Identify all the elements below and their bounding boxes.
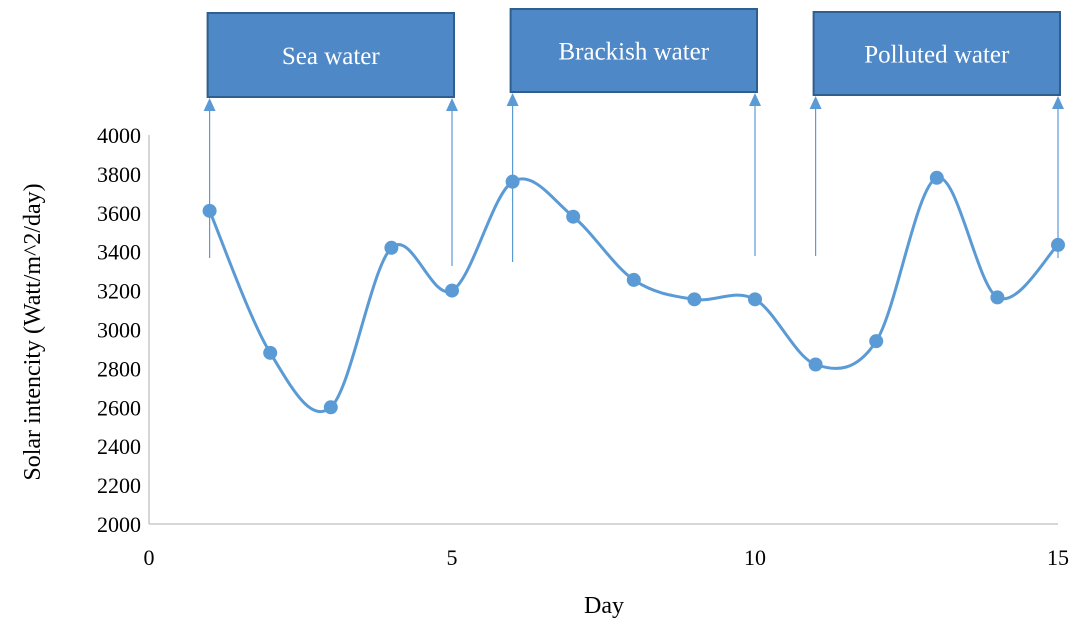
- data-point: [263, 345, 278, 360]
- annotation-arrow-head: [1052, 96, 1064, 109]
- x-tick-label: 10: [744, 545, 766, 570]
- data-point: [687, 292, 702, 307]
- y-tick-label: 3400: [97, 240, 141, 265]
- y-tick-label: 2400: [97, 434, 141, 459]
- y-tick-label: 2000: [97, 512, 141, 537]
- data-point: [808, 357, 823, 372]
- annotation-box-label: Brackish water: [558, 39, 709, 66]
- annotation-arrow-head: [446, 98, 458, 111]
- y-tick-label: 3800: [97, 162, 141, 187]
- annotation-arrow-head: [203, 98, 216, 111]
- data-point: [990, 290, 1005, 305]
- annotation-box-label: Sea water: [282, 43, 381, 70]
- axes: [148, 135, 1058, 525]
- data-point: [748, 292, 762, 307]
- data-point: [202, 203, 217, 218]
- y-tick-label: 3200: [97, 279, 141, 304]
- y-tick-label: 2600: [97, 395, 141, 420]
- y-tick-label: 2800: [97, 356, 141, 381]
- annotation-arrow-head: [506, 93, 519, 106]
- series-line: [208, 176, 1060, 414]
- x-axis-title: Day: [584, 593, 624, 619]
- data-point: [445, 283, 459, 298]
- x-tick-label: 0: [144, 545, 155, 570]
- y-tick-label: 2200: [97, 473, 141, 498]
- annotation-boxes: Sea water Brackish water Polluted water: [206, 8, 1061, 98]
- data-point: [323, 400, 338, 415]
- x-tick-labels: 0 5 10 15: [144, 545, 1070, 570]
- annotation-box: [206, 12, 455, 98]
- data-point: [626, 272, 641, 287]
- y-tick-label: 4000: [97, 123, 141, 148]
- annotation-box: [509, 8, 758, 93]
- y-axis-title: Solar intencity (Watt/m^2/day): [20, 183, 46, 480]
- annotation-arrow-head: [809, 96, 822, 109]
- series: [202, 170, 1065, 415]
- x-tick-label: 15: [1047, 545, 1069, 570]
- annotation-box: [812, 11, 1061, 96]
- data-point: [566, 209, 581, 224]
- data-point: [505, 174, 520, 189]
- data-point: [1051, 237, 1065, 252]
- x-tick-label: 5: [447, 545, 458, 570]
- y-tick-label: 3000: [97, 318, 141, 343]
- annotation-box-label: Polluted water: [864, 42, 1010, 69]
- data-point: [384, 240, 399, 255]
- data-point: [869, 334, 884, 349]
- y-tick-label: 3600: [97, 201, 141, 226]
- y-tick-labels: 2000 2200 2400 2600 2800 3000 3200 3400 3600 3800…: [97, 123, 141, 537]
- data-point: [929, 170, 944, 185]
- annotation-arrow-head: [749, 93, 761, 106]
